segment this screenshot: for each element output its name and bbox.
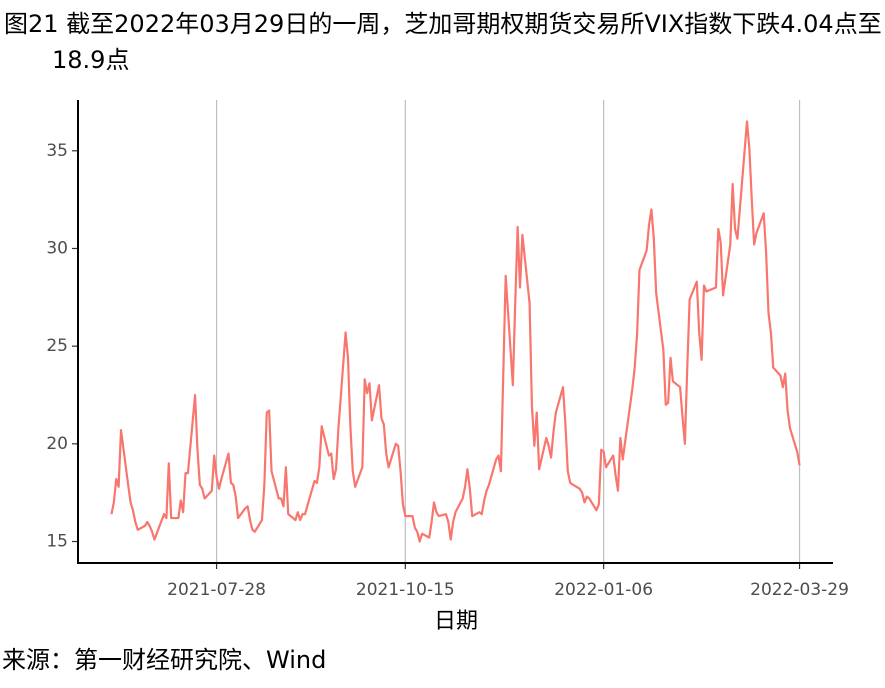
chart-title: 图21 截至2022年03月29日的一周，芝加哥期权期货交易所VIX指数下跌4.…: [4, 10, 882, 74]
data-line: [110, 120, 801, 543]
x-axis-label: 日期: [434, 609, 478, 634]
x-tick-label: 2022-03-29: [750, 580, 849, 600]
x-tick-label: 2022-01-06: [554, 580, 653, 600]
x-tick-label: 2021-10-15: [356, 580, 455, 600]
chart: 日期 2021-07-28 2021-10-15 2022-01-06 2022-03…: [46, 100, 849, 634]
y-tick-label: 35: [46, 141, 68, 161]
y-tick-label: 20: [46, 434, 68, 454]
y-tick-label: 25: [46, 336, 68, 356]
source-note: 来源：第一财经研究院、Wind: [2, 646, 327, 674]
y-tick-label: 30: [46, 238, 68, 258]
y-tick-label: 15: [46, 532, 68, 552]
x-tick-label: 2021-07-28: [167, 580, 266, 600]
